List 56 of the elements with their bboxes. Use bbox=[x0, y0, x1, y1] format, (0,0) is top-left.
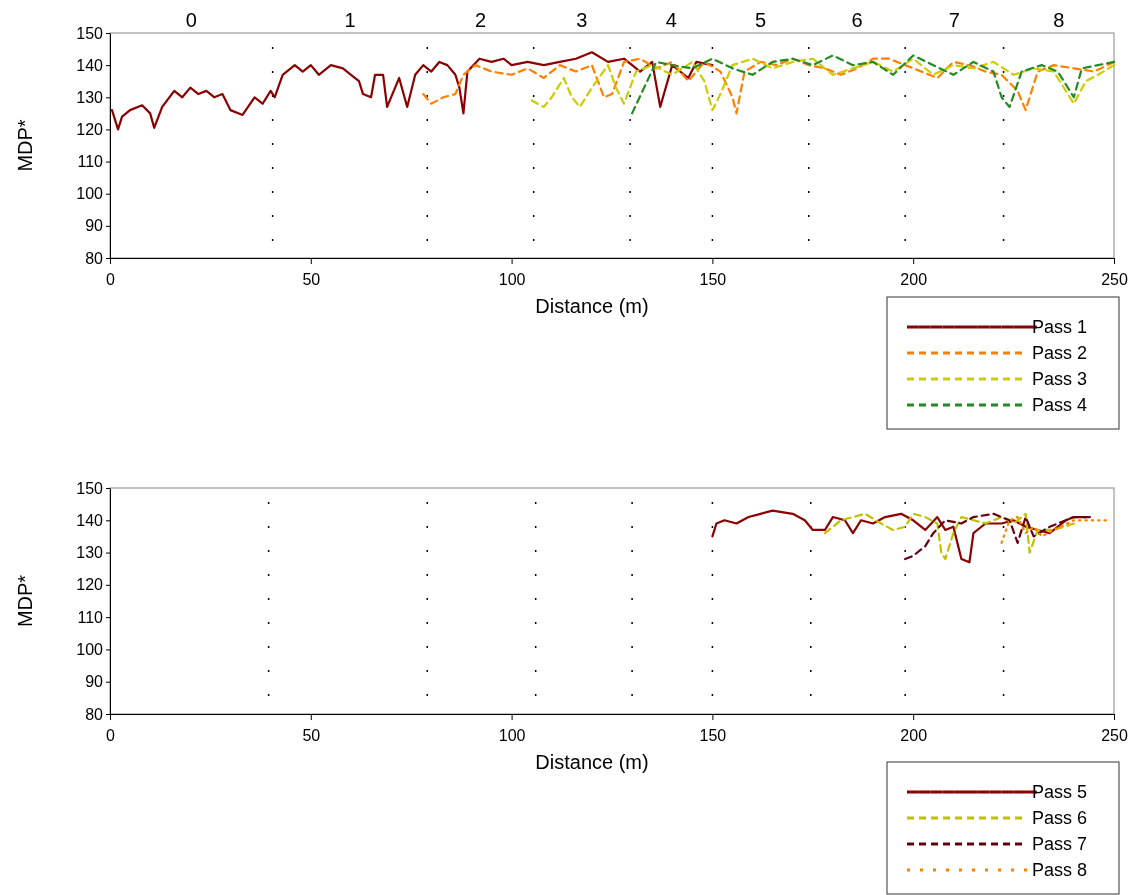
y-tick-label: 110 bbox=[77, 153, 104, 171]
x-tick-label: 250 bbox=[1101, 270, 1128, 288]
y-tick-label: 100 bbox=[76, 185, 104, 203]
text: 6 bbox=[851, 9, 863, 31]
line-series bbox=[422, 57, 1116, 115]
x-tick-label: 0 bbox=[106, 270, 116, 288]
text: 0 bbox=[185, 9, 197, 31]
y-tick-label: 120 bbox=[76, 121, 104, 139]
y-tick-label: 80 bbox=[85, 249, 104, 267]
y-axis-title: MDP* bbox=[14, 574, 36, 628]
y-tick-label: 90 bbox=[85, 673, 104, 691]
legend-label: Pass 5 bbox=[1032, 782, 1088, 802]
y-tick-label: 140 bbox=[76, 511, 104, 529]
x-tick-label: 200 bbox=[900, 726, 928, 744]
legend-label: Pass 6 bbox=[1032, 808, 1088, 828]
y-tick-label: 150 bbox=[76, 24, 104, 42]
text: 7 bbox=[948, 9, 960, 31]
legend-label: Pass 7 bbox=[1032, 834, 1088, 854]
line-series bbox=[823, 512, 1075, 561]
y-tick-label: 100 bbox=[76, 641, 104, 659]
line-series bbox=[110, 51, 714, 131]
x-tick-label: 100 bbox=[498, 726, 526, 744]
text: 5 bbox=[755, 9, 767, 31]
y-tick-label: 90 bbox=[85, 217, 104, 235]
x-tick-label: 200 bbox=[900, 270, 928, 288]
text: 3 bbox=[576, 9, 588, 31]
legend-label: Pass 8 bbox=[1032, 860, 1088, 880]
y-tick-label: 140 bbox=[76, 56, 104, 74]
x-tick-label: 50 bbox=[302, 270, 321, 288]
text: 2 bbox=[474, 9, 487, 31]
legend-label: Pass 1 bbox=[1032, 317, 1088, 337]
x-axis-title: Distance (m) bbox=[535, 295, 649, 317]
legend-label: Pass 3 bbox=[1032, 369, 1088, 389]
x-tick-label: 0 bbox=[106, 726, 116, 744]
line-series bbox=[1000, 515, 1108, 544]
y-tick-label: 150 bbox=[76, 479, 104, 497]
text: 4 bbox=[665, 9, 677, 31]
x-tick-label: 100 bbox=[498, 270, 526, 288]
y-tick-label: 130 bbox=[76, 88, 104, 106]
text: 8 bbox=[1053, 9, 1065, 31]
x-axis-title: Distance (m) bbox=[535, 751, 649, 773]
line-series bbox=[530, 57, 1116, 112]
legend-label: Pass 4 bbox=[1032, 395, 1088, 415]
x-tick-label: 250 bbox=[1101, 726, 1128, 744]
x-tick-label: 150 bbox=[699, 726, 727, 744]
line-series bbox=[904, 512, 1091, 561]
text: 1 bbox=[344, 9, 356, 31]
y-tick-label: 110 bbox=[77, 608, 104, 626]
x-tick-label: 150 bbox=[699, 270, 727, 288]
y-axis-title: MDP* bbox=[14, 119, 36, 172]
y-tick-label: 120 bbox=[76, 576, 104, 594]
legend-label: Pass 2 bbox=[1032, 343, 1088, 363]
x-tick-label: 50 bbox=[302, 726, 321, 744]
line-series bbox=[630, 54, 1116, 115]
y-tick-label: 80 bbox=[85, 705, 104, 723]
y-tick-label: 130 bbox=[76, 544, 104, 562]
